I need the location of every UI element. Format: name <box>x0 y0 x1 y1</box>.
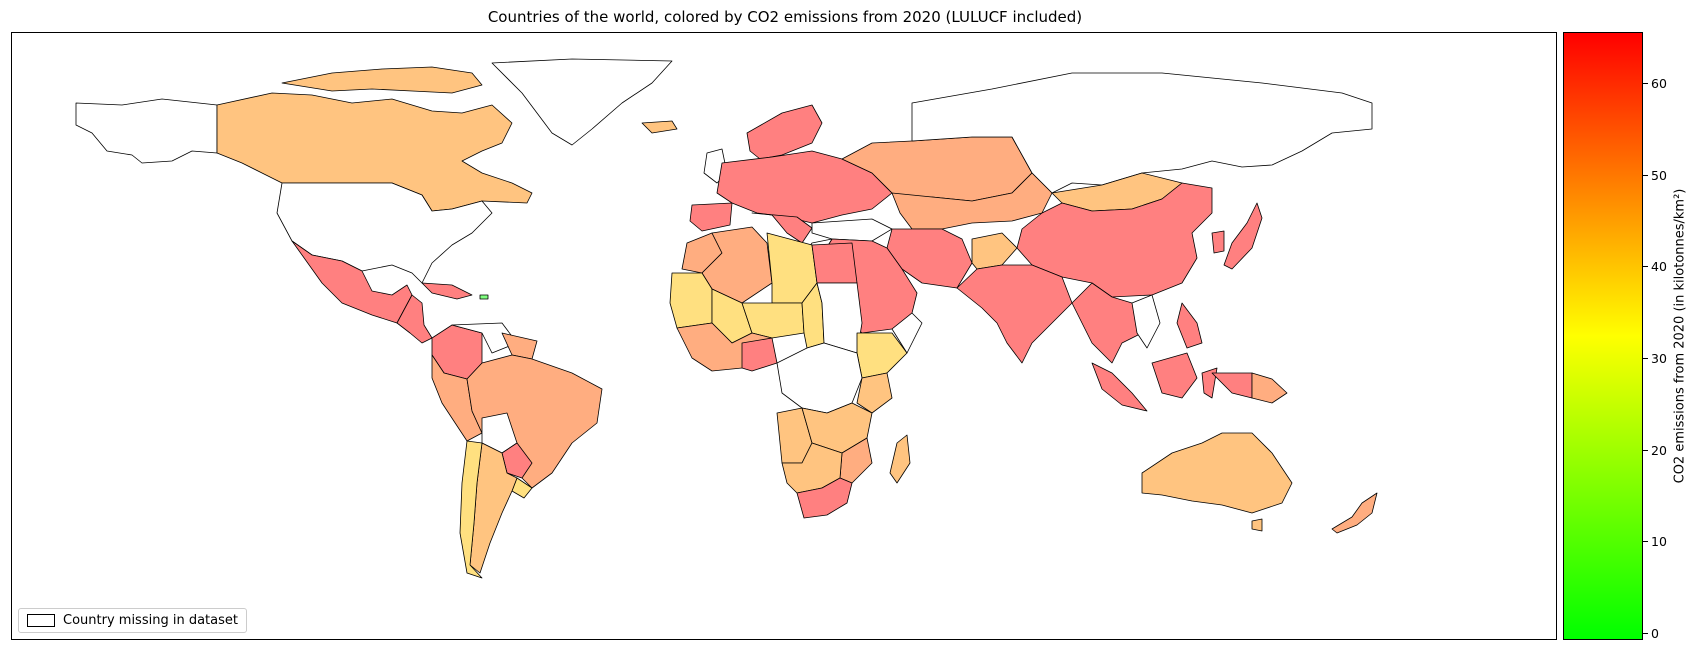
region-vietnam-missing <box>1131 294 1161 349</box>
region-iberia <box>689 202 733 232</box>
colorbar-tick-30: 30 <box>1643 351 1667 366</box>
colorbar-label: CO2 emissions from 2020 (in kilotonnes/k… <box>1672 188 1688 484</box>
region-india <box>956 264 1073 364</box>
region-australia <box>1141 432 1293 514</box>
colorbar-tick-label: 10 <box>1651 534 1667 550</box>
region-egypt <box>811 242 858 284</box>
region-scandinavia <box>746 104 823 160</box>
region-korea <box>1211 230 1225 254</box>
region-turkey <box>811 218 893 242</box>
colorbar-tick-label: 20 <box>1651 442 1667 458</box>
region-caribbean <box>421 282 473 300</box>
region-greenland <box>491 58 673 146</box>
region-indonesia-west <box>1091 362 1148 412</box>
region-venezuela <box>451 322 518 354</box>
region-mexico <box>291 240 413 324</box>
colorbar-tick-40: 40 <box>1643 259 1667 274</box>
colorbar <box>1563 32 1643 640</box>
colorbar-tick-label: 50 <box>1651 167 1667 183</box>
region-brazil <box>466 354 603 489</box>
region-tasmania <box>1251 518 1263 532</box>
colorbar-tick-label: 40 <box>1651 259 1667 275</box>
region-borneo <box>1151 352 1198 399</box>
legend-label: Country missing in dataset <box>63 613 238 628</box>
region-alaska <box>75 98 218 164</box>
region-papua <box>1251 372 1288 404</box>
region-europe <box>716 150 893 224</box>
region-central-africa <box>776 342 863 414</box>
map-svg <box>75 58 1378 579</box>
colorbar-tick-50: 50 <box>1643 168 1667 183</box>
region-west-sahara <box>669 272 713 329</box>
region-horn <box>891 312 923 354</box>
region-madagascar <box>889 434 911 484</box>
chart-title: Countries of the world, colored by CO2 e… <box>487 8 1083 26</box>
colorbar-tick-60: 60 <box>1643 76 1667 91</box>
region-new-zealand <box>1331 492 1378 534</box>
colorbar-tick-label: 30 <box>1651 350 1667 366</box>
region-se-asia <box>1071 282 1143 364</box>
region-afghanistan <box>971 232 1018 270</box>
colorbar-tick-20: 20 <box>1643 443 1667 458</box>
world-map: Country missing in dataset <box>11 32 1557 640</box>
region-kenya <box>856 372 893 414</box>
region-japan <box>1223 202 1263 270</box>
legend: Country missing in dataset <box>18 608 247 633</box>
region-sudan <box>816 282 863 354</box>
region-iceland <box>641 120 678 134</box>
colorbar-tick-label: 0 <box>1651 626 1659 641</box>
region-south-africa <box>796 477 853 519</box>
colorbar-tick-10: 10 <box>1643 534 1667 549</box>
region-central-america <box>396 294 433 344</box>
region-philippines <box>1176 302 1203 349</box>
region-canada-islands <box>281 66 483 94</box>
legend-swatch-missing <box>27 614 55 627</box>
colorbar-tick-label: 60 <box>1651 75 1667 91</box>
colorbar-tick-0: 0 <box>1643 626 1659 641</box>
region-sulawesi <box>1201 367 1218 399</box>
region-caribbean-green <box>479 294 489 300</box>
colorbar-ticks: 0 10 20 30 40 50 60 <box>1643 32 1673 641</box>
region-new-guinea-west <box>1211 372 1253 399</box>
region-chile <box>459 440 483 579</box>
region-siberia <box>911 72 1373 194</box>
region-nigeria <box>741 337 778 372</box>
